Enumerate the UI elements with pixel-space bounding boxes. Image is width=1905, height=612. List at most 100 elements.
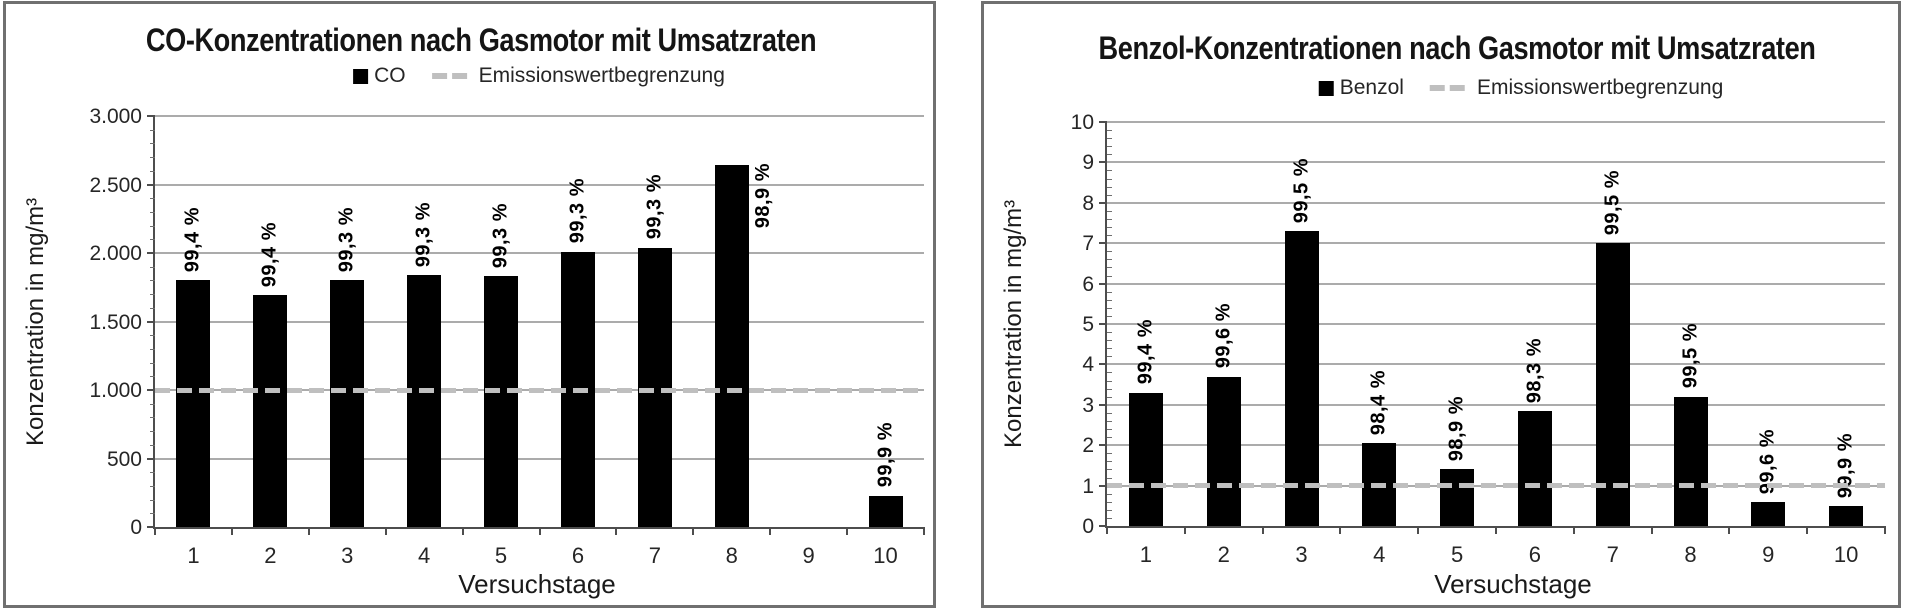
y-minor-tick <box>150 143 155 145</box>
x-tick-label: 8 <box>725 543 738 568</box>
x-boundary-tick <box>769 527 772 535</box>
x-tick-label: 2 <box>1217 542 1230 567</box>
y-minor-tick <box>1107 412 1112 414</box>
bar-day-10 <box>1829 505 1864 526</box>
bar-day-3 <box>1284 231 1319 526</box>
y-major-tick <box>1099 363 1107 366</box>
gridline <box>1107 282 1885 285</box>
y-minor-tick <box>1107 501 1112 503</box>
co-chart-panel: CO-Konzentrationen nach Gasmotor mit Ums… <box>3 1 936 608</box>
gridline <box>1107 121 1885 123</box>
y-minor-tick <box>1107 307 1112 309</box>
legend-dash-swatch <box>1429 85 1465 91</box>
gridline <box>1107 444 1885 447</box>
x-tick-label: 6 <box>1528 542 1542 567</box>
gridline <box>155 183 924 186</box>
y-minor-tick <box>150 129 155 131</box>
y-minor-tick <box>1107 493 1112 495</box>
x-tick-label: 9 <box>802 543 815 568</box>
y-minor-tick <box>1107 154 1112 156</box>
x-tick-label: 5 <box>494 543 508 568</box>
y-minor-tick <box>1107 299 1112 301</box>
y-tick-label: 3 <box>1082 393 1094 417</box>
y-tick-label: 10 <box>1070 111 1094 134</box>
bar-day-6 <box>1517 410 1552 526</box>
bar-day-1 <box>1128 392 1163 526</box>
bar-value-label: 99,4 % <box>181 207 204 273</box>
bar-value-label: 98,3 % <box>1523 337 1546 403</box>
y-minor-tick <box>1107 178 1112 180</box>
y-minor-tick <box>150 294 155 296</box>
y-minor-tick <box>1107 235 1112 237</box>
y-major-tick <box>1099 525 1107 527</box>
y-tick-label: 5 <box>1082 313 1094 336</box>
bar-value-label: 99,4 % <box>258 222 281 288</box>
y-minor-tick <box>1107 388 1112 390</box>
bar-day-7 <box>637 247 672 527</box>
x-boundary-tick <box>1417 526 1420 534</box>
bar-day-4 <box>407 274 442 527</box>
bar-value-label: 99,3 % <box>566 178 589 244</box>
legend-dash-swatch <box>431 73 467 79</box>
gridline <box>1107 242 1885 245</box>
gridline <box>1107 403 1885 406</box>
y-tick-label: 2.000 <box>89 242 142 265</box>
y-tick-label: 0 <box>130 516 142 539</box>
y-major-tick <box>1099 161 1107 164</box>
gridline <box>155 457 924 460</box>
y-minor-tick <box>1107 251 1112 253</box>
x-tick-label: 6 <box>571 543 585 568</box>
x-boundary-tick <box>1183 526 1186 534</box>
benzol-chart-panel: Benzol-Konzentrationen nach Gasmotor mit… <box>981 1 1901 608</box>
x-boundary-tick <box>538 527 541 535</box>
y-minor-tick <box>150 280 155 282</box>
bar-value-label: 98,4 % <box>1367 369 1390 436</box>
y-major-tick <box>147 389 155 391</box>
y-minor-tick <box>1107 186 1112 188</box>
y-major-tick <box>1099 282 1107 285</box>
y-major-tick <box>1099 242 1107 245</box>
y-tick-label: 1.000 <box>89 379 142 402</box>
bar-day-10 <box>868 495 903 527</box>
y-minor-tick <box>150 307 155 309</box>
bar-day-8 <box>1673 396 1708 526</box>
y-minor-tick <box>1107 332 1112 334</box>
x-tick-label: 1 <box>187 543 200 568</box>
x-tick-label: 10 <box>1833 542 1859 567</box>
gridline <box>155 252 924 254</box>
bar-day-5 <box>1440 469 1475 526</box>
chart-title: CO-Konzentrationen nach Gasmotor mit Ums… <box>145 22 817 58</box>
y-minor-tick <box>1107 453 1112 455</box>
x-tick-label: 8 <box>1684 542 1697 567</box>
x-boundary-tick <box>1572 526 1575 534</box>
x-tick-label: 3 <box>1295 542 1308 567</box>
x-tick-label: 3 <box>341 543 354 568</box>
y-major-tick <box>147 183 155 186</box>
y-axis-title: Konzentration in mg/m³ <box>1000 199 1027 449</box>
limit-line <box>1107 483 1885 489</box>
y-minor-tick <box>1107 210 1112 212</box>
y-major-tick <box>147 252 155 254</box>
y-tick-label: 8 <box>1082 191 1094 215</box>
y-minor-tick <box>1107 429 1112 431</box>
x-tick-label: 9 <box>1762 542 1775 567</box>
x-tick-label: 4 <box>418 543 431 568</box>
y-minor-tick <box>1107 194 1112 196</box>
bar-day-7 <box>1595 243 1630 526</box>
y-tick-label: 2.500 <box>89 173 142 197</box>
y-major-tick <box>1099 121 1107 123</box>
x-boundary-tick <box>1884 526 1886 534</box>
y-major-tick <box>147 115 155 117</box>
bar-day-3 <box>330 280 365 527</box>
y-minor-tick <box>150 170 155 172</box>
x-boundary-tick <box>692 527 695 535</box>
y-minor-tick <box>150 348 155 350</box>
x-boundary-tick <box>154 527 156 535</box>
legend-bar-swatch <box>1318 80 1334 96</box>
y-minor-tick <box>1107 517 1112 519</box>
legend-series-label: Benzol <box>1339 76 1404 99</box>
y-tick-label: 500 <box>106 447 142 471</box>
plot-area: 0 500 1.000 1.500 2.000 2.500 3.000 1 99,4 % 2 99,… <box>89 105 925 568</box>
x-axis-title: Versuchstage <box>1434 569 1592 599</box>
gridline <box>155 320 924 323</box>
